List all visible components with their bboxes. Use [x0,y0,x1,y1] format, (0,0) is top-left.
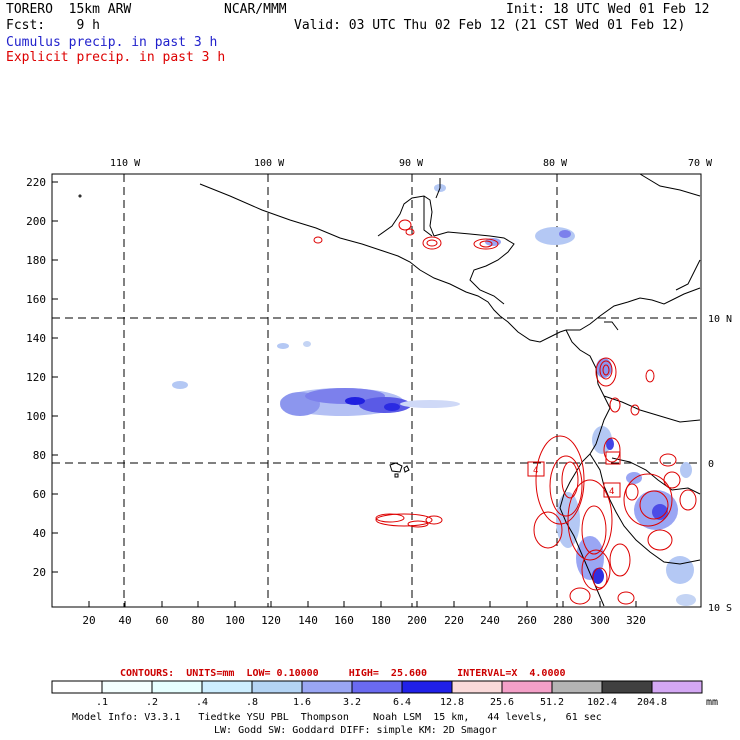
explicit-precip-contours [313,219,697,605]
lon-label-110w: 110 W [110,158,141,169]
y-tick-label: 220 [26,176,46,189]
lat-label-10s: 10 S [708,603,732,614]
contour-box-label: 4 [609,487,614,497]
explicit-legend: Explicit precip. in past 3 h [6,50,226,65]
y-tick-label: 160 [26,293,46,306]
x-tick-label: 40 [118,614,131,627]
colorbar-value: .2 [146,697,158,708]
colorbar-value: .4 [196,697,208,708]
colorbar-value: 12.8 [440,697,464,708]
contour-box [527,461,545,477]
y-tick-label: 140 [26,332,46,345]
x-tick-label: 100 [225,614,245,627]
contour-box [605,451,621,465]
contour-box [603,482,621,498]
init-time: Init: 18 UTC Wed 01 Feb 12 [506,2,710,17]
x-tick-label: 20 [82,614,95,627]
x-tick-label: 300 [590,614,610,627]
lon-label-70w: 70 W [688,158,713,169]
y-tick-label: 100 [26,410,46,423]
y-tick-label: 60 [33,488,46,501]
y-tick-label: 20 [33,566,46,579]
lat-label-10n: 10 N [708,314,732,325]
org-label: NCAR/MMM [224,2,287,17]
colorbar-value: 51.2 [540,697,564,708]
y-tick-label: 80 [33,449,46,462]
y-tick-label: 40 [33,527,46,540]
colorbar-value: .1 [96,697,108,708]
x-tick-label: 180 [371,614,391,627]
y-tick-label: 200 [26,215,46,228]
x-tick-label: 120 [261,614,281,627]
colorbar [51,680,703,694]
x-tick-label: 280 [553,614,573,627]
forecast-hour: Fcst: 9 h [6,18,100,33]
colorbar-value: 204.8 [637,697,667,708]
graticule [52,174,701,607]
y-tick-label: 180 [26,254,46,267]
colorbar-value: 102.4 [587,697,617,708]
colorbar-value: 3.2 [343,697,361,708]
x-tick-label: 220 [444,614,464,627]
lon-label-90w: 90 W [399,158,424,169]
lon-label-80w: 80 W [543,158,568,169]
model-name: TORERO 15km ARW [6,2,132,17]
contour-box-label: 4 [533,466,538,476]
x-tick-label: 240 [480,614,500,627]
y-tick-label: 120 [26,371,46,384]
colorbar-value: .8 [246,697,258,708]
lon-label-100w: 100 W [254,158,285,169]
x-tick-label: 200 [407,614,427,627]
x-tick-label: 60 [155,614,168,627]
x-tick-label: 260 [517,614,537,627]
x-tick-label: 320 [626,614,646,627]
x-tick-label: 80 [191,614,204,627]
x-tick-label: 140 [298,614,318,627]
colorbar-unit: mm [706,697,718,708]
cumulus-legend: Cumulus precip. in past 3 h [6,35,218,50]
model-info-line-2: LW: Godd SW: Goddard DIFF: simple KM: 2D… [214,725,497,736]
colorbar-value: 1.6 [293,697,311,708]
valid-time: Valid: 03 UTC Thu 02 Feb 12 (21 CST Wed … [294,18,686,33]
colorbar-value: 25.6 [490,697,514,708]
x-tick-label: 160 [334,614,354,627]
model-info-line-1: Model Info: V3.3.1 Tiedtke YSU PBL Thomp… [72,712,602,723]
colorbar-value: 6.4 [393,697,411,708]
contours-info: CONTOURS: UNITS=mm LOW= 0.10000 HIGH= 25… [120,668,566,679]
lat-label-0: 0 [708,459,714,470]
